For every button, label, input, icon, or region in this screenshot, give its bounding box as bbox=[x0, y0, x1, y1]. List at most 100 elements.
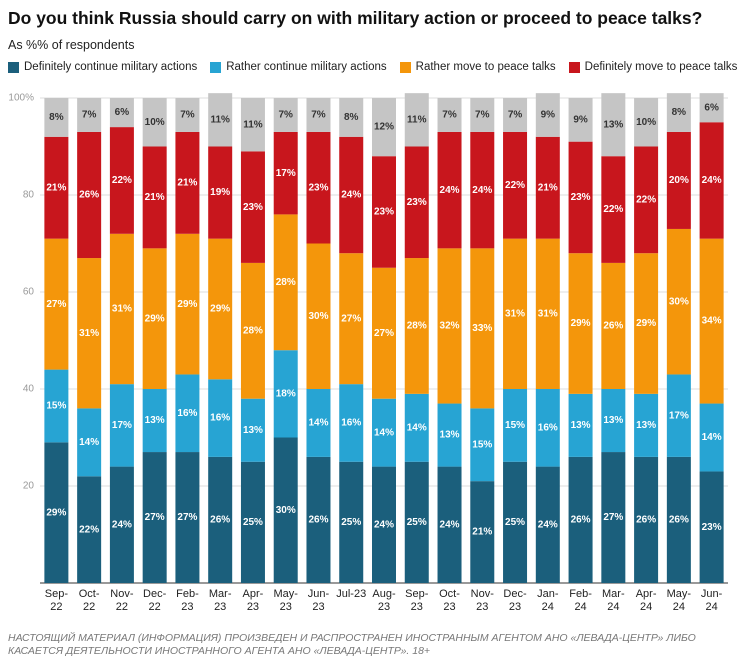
data-label: 15% bbox=[505, 420, 525, 431]
data-label: 13% bbox=[603, 415, 623, 426]
data-label: 27% bbox=[177, 512, 197, 523]
data-label: 22% bbox=[603, 204, 623, 215]
data-label: 21% bbox=[46, 182, 66, 193]
data-label: 16% bbox=[538, 422, 558, 433]
x-tick-label: Oct-23 bbox=[439, 588, 460, 613]
bar-segment bbox=[470, 98, 495, 132]
legend: Definitely continue military actions Rath… bbox=[8, 61, 740, 73]
data-label: 13% bbox=[145, 415, 165, 426]
bar-segment bbox=[109, 384, 134, 467]
data-label: 14% bbox=[79, 437, 99, 448]
bar-segment bbox=[273, 131, 298, 215]
bar-segment bbox=[437, 98, 462, 132]
legend-item: Definitely continue military actions bbox=[8, 61, 197, 73]
bar-segment bbox=[437, 466, 462, 583]
data-label: 29% bbox=[145, 313, 165, 324]
x-tick-label: Nov-22 bbox=[110, 588, 134, 613]
bar-segment bbox=[208, 146, 233, 239]
data-label: 13% bbox=[636, 420, 656, 431]
bar-segment bbox=[175, 131, 200, 234]
data-label: 7% bbox=[82, 110, 97, 121]
x-tick-label: Mar-24 bbox=[602, 588, 625, 613]
data-label: 26% bbox=[669, 515, 689, 526]
bar-segment bbox=[503, 389, 528, 462]
bar-segment bbox=[339, 98, 364, 137]
x-tick-label: Nov-23 bbox=[470, 588, 494, 613]
legend-label: Rather continue military actions bbox=[226, 61, 387, 73]
data-label: 21% bbox=[472, 527, 492, 538]
bar-segment bbox=[437, 131, 462, 249]
data-label: 23% bbox=[308, 182, 328, 193]
data-label: 7% bbox=[311, 110, 326, 121]
bar-segment bbox=[634, 393, 659, 457]
x-tick-label: Apr-23 bbox=[242, 588, 264, 613]
data-label: 24% bbox=[374, 519, 394, 530]
data-label: 34% bbox=[702, 316, 722, 327]
data-label: 15% bbox=[46, 401, 66, 412]
x-tick-label: May-24 bbox=[666, 588, 692, 613]
data-label: 25% bbox=[407, 517, 427, 528]
data-label: 27% bbox=[341, 313, 361, 324]
bar-segment bbox=[601, 262, 626, 389]
bar-segment bbox=[77, 258, 102, 409]
bar-segment bbox=[306, 389, 331, 457]
data-label: 10% bbox=[636, 117, 656, 128]
legend-label: Rather move to peace talks bbox=[415, 61, 556, 73]
data-label: 24% bbox=[472, 185, 492, 196]
legend-swatch bbox=[399, 61, 411, 73]
data-label: 21% bbox=[538, 182, 558, 193]
bar-segment bbox=[568, 141, 593, 254]
bar-segment bbox=[44, 98, 69, 137]
bar-segment bbox=[175, 233, 200, 375]
bar-segment bbox=[666, 228, 691, 375]
bar-segment bbox=[142, 452, 167, 583]
bar-segment bbox=[175, 452, 200, 583]
bar-segment bbox=[535, 238, 560, 389]
bar-segment bbox=[372, 267, 396, 399]
data-label: 26% bbox=[603, 321, 623, 332]
data-label: 14% bbox=[407, 422, 427, 433]
data-label: 24% bbox=[440, 519, 460, 530]
data-label: 16% bbox=[341, 418, 361, 429]
data-label: 27% bbox=[603, 512, 623, 523]
chart-subtitle: As %% of respondents bbox=[8, 38, 135, 52]
data-label: 24% bbox=[341, 190, 361, 201]
bar-segment bbox=[77, 131, 102, 259]
data-label: 15% bbox=[472, 439, 492, 450]
data-label: 31% bbox=[505, 308, 525, 319]
bar-segment bbox=[175, 98, 200, 132]
bar-segment bbox=[306, 243, 331, 389]
data-label: 22% bbox=[636, 194, 656, 205]
y-tick-label: 60 bbox=[23, 287, 35, 298]
bar-segment bbox=[175, 374, 200, 453]
data-label: 19% bbox=[210, 187, 230, 198]
data-label: 8% bbox=[672, 107, 687, 118]
x-tick-label: Dec-23 bbox=[503, 588, 527, 613]
data-label: 10% bbox=[145, 117, 165, 128]
bar-segment bbox=[666, 93, 691, 132]
bar-segment bbox=[601, 93, 626, 157]
data-label: 6% bbox=[115, 107, 130, 118]
data-label: 13% bbox=[243, 425, 263, 436]
data-label: 27% bbox=[374, 328, 394, 339]
data-label: 23% bbox=[374, 207, 394, 218]
data-label: 29% bbox=[177, 299, 197, 310]
bar-segment bbox=[372, 98, 396, 157]
bar-segment bbox=[634, 146, 659, 254]
data-label: 7% bbox=[508, 110, 523, 121]
bar-segment bbox=[568, 456, 593, 583]
bar-segment bbox=[109, 127, 134, 234]
data-label: 13% bbox=[603, 119, 623, 130]
data-label: 7% bbox=[475, 110, 490, 121]
x-tick-label: Feb-24 bbox=[569, 588, 592, 613]
data-label: 22% bbox=[79, 524, 99, 535]
data-label: 27% bbox=[145, 512, 165, 523]
data-label: 25% bbox=[341, 517, 361, 528]
y-tick-label: 40 bbox=[23, 384, 35, 395]
data-label: 26% bbox=[571, 515, 591, 526]
data-label: 11% bbox=[210, 114, 230, 125]
bar-segment bbox=[109, 233, 134, 385]
data-label: 14% bbox=[702, 432, 722, 443]
bar-segment bbox=[77, 98, 102, 132]
bar-segment bbox=[437, 248, 462, 404]
